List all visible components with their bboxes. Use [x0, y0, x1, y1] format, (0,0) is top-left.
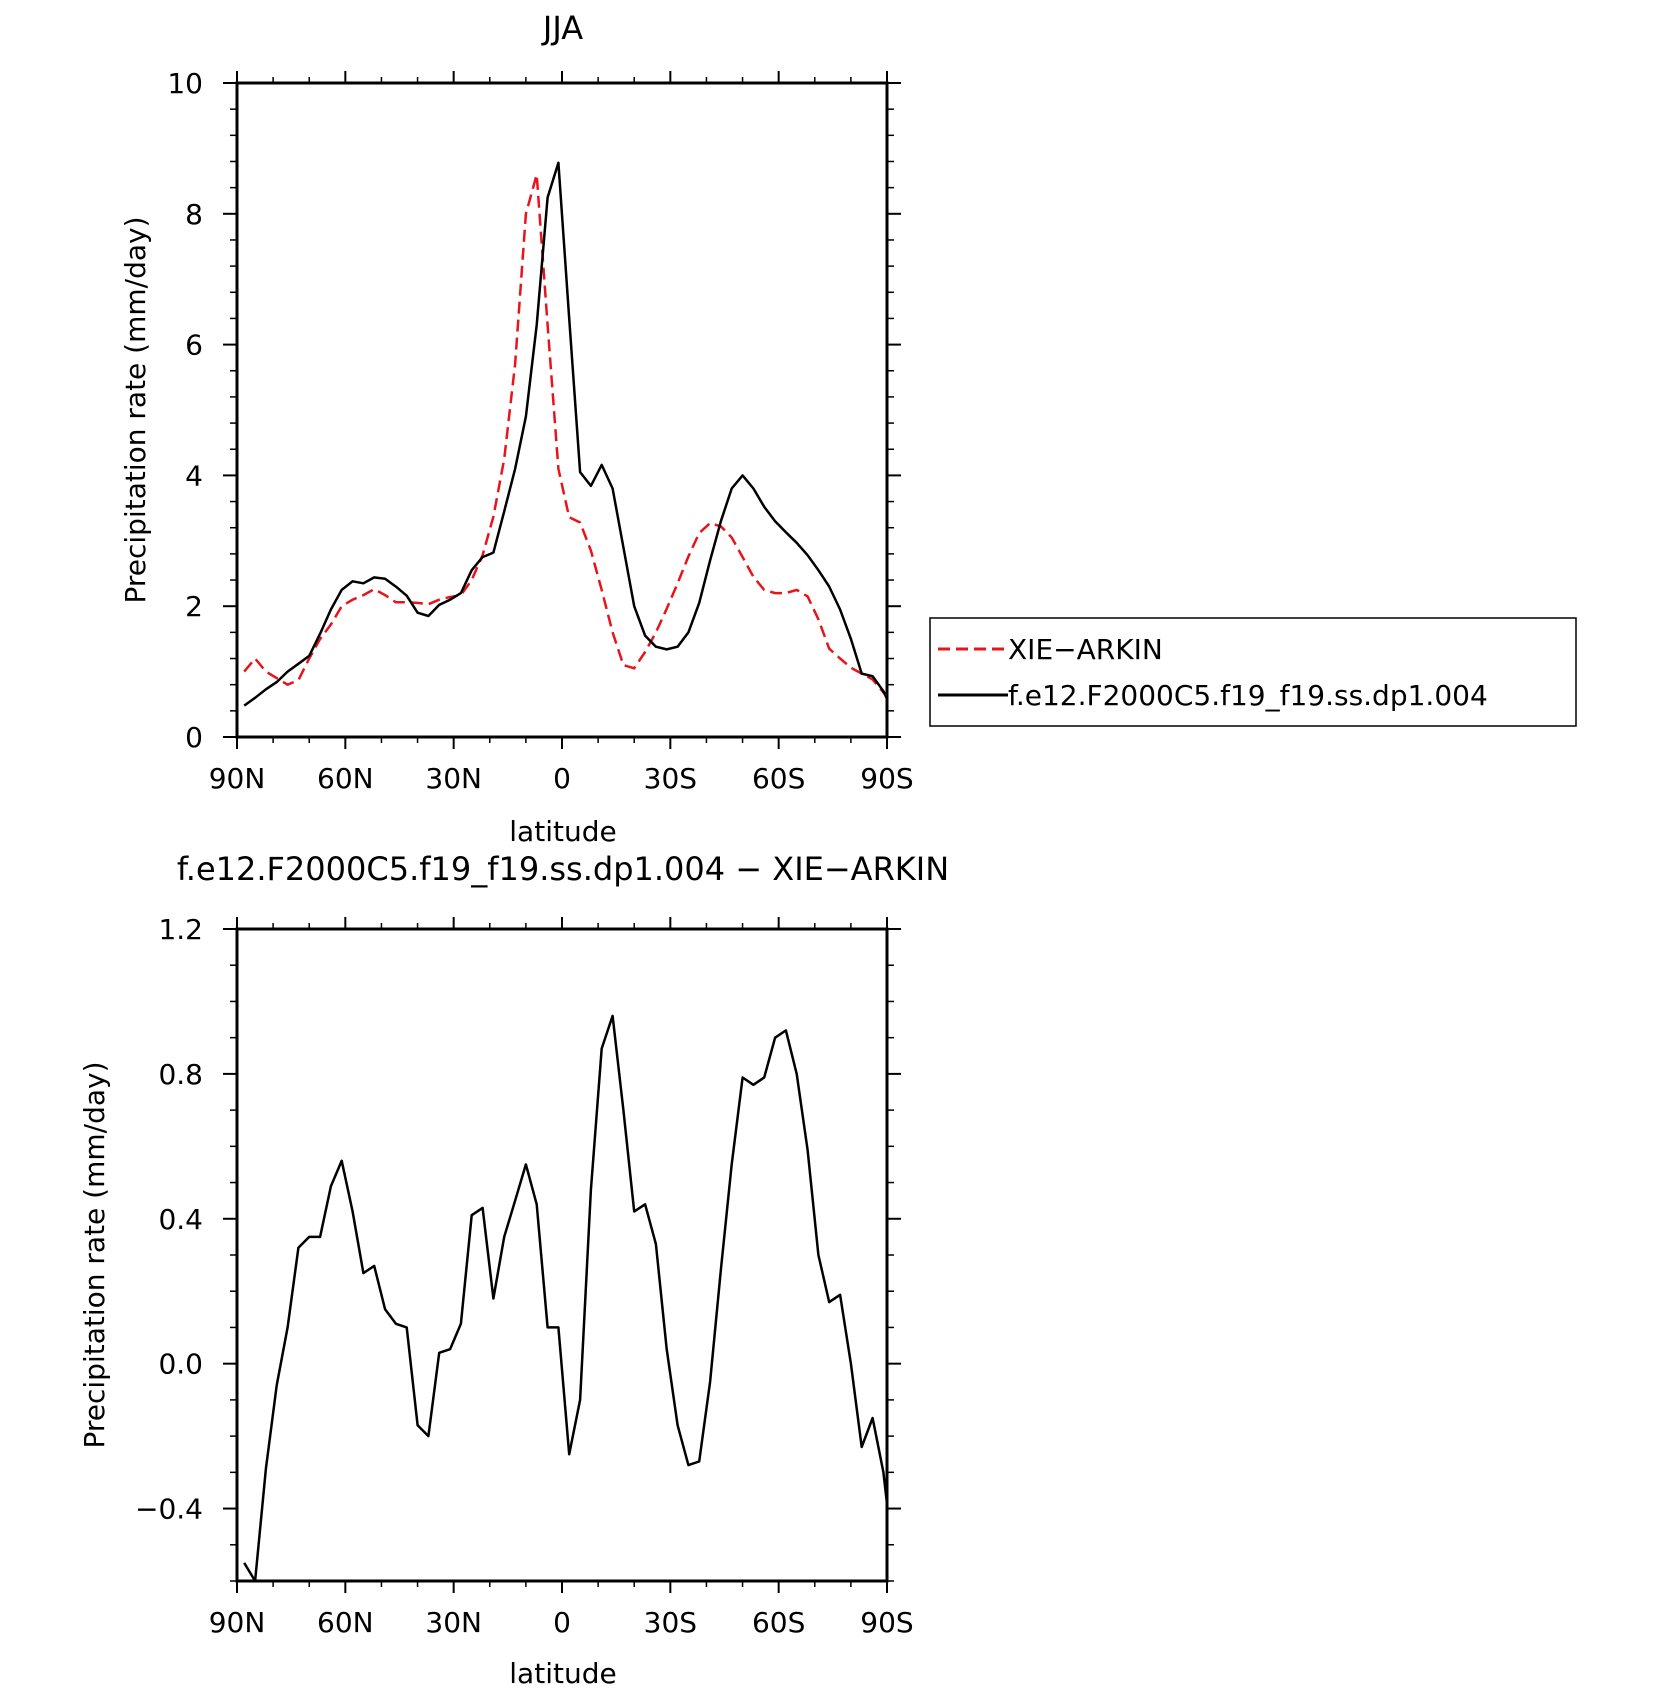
x-tick-label: 90N [209, 762, 266, 795]
x-tick-label: 90S [860, 1606, 913, 1639]
top-chart-title: JJA [541, 9, 583, 47]
bottom-chart-title: f.e12.F2000C5.f19_f19.ss.dp1.004 − XIE−A… [177, 850, 949, 888]
x-tick-label: 90S [860, 762, 913, 795]
top-axis-ticks [223, 71, 901, 749]
x-tick-label: 60N [317, 762, 374, 795]
x-tick-label: 60S [752, 1606, 805, 1639]
y-tick-label: −0.4 [135, 1493, 203, 1526]
series-line-model [243, 1014, 887, 1581]
series-line-xie-arkin [243, 173, 887, 699]
y-tick-label: 4 [185, 459, 203, 492]
bottom-panel: f.e12.F2000C5.f19_f19.ss.dp1.004 − XIE−A… [78, 850, 949, 1690]
y-tick-label: 6 [185, 329, 203, 362]
top-y-axis-label: Precipitation rate (mm/day) [119, 216, 152, 603]
bottom-series-lines [243, 1014, 887, 1581]
top-plot-frame [235, 81, 889, 739]
bottom-x-tick-labels: 90N 60N 30N 0 30S 60S 90S [209, 1606, 914, 1639]
x-tick-label: 0 [553, 1606, 571, 1639]
x-tick-label: 30S [644, 1606, 697, 1639]
legend-box [929, 617, 1577, 727]
x-tick-label: 30S [644, 762, 697, 795]
x-tick-label: 60S [752, 762, 805, 795]
top-x-tick-labels: 90N 60N 30N 0 30S 60S 90S [209, 762, 914, 795]
top-x-axis-label: latitude [509, 815, 616, 848]
y-tick-label: 0.0 [158, 1348, 203, 1381]
top-panel: JJA 90N 60N 30N 0 30S 60S 90S 0 2 4 6 8 10 latitude… [119, 9, 1577, 848]
bottom-y-tick-labels: −0.4 0.0 0.4 0.8 1.2 [135, 913, 203, 1526]
legend-label-model: f.e12.F2000C5.f19_f19.ss.dp1.004 [1008, 679, 1488, 712]
y-tick-label: 0.8 [158, 1058, 203, 1091]
y-tick-label: 2 [185, 590, 203, 623]
legend-label-xie-arkin: XIE−ARKIN [1008, 633, 1163, 666]
y-tick-label: 0 [185, 721, 203, 754]
x-tick-label: 0 [553, 762, 571, 795]
y-tick-label: 0.4 [158, 1203, 203, 1236]
x-tick-label: 30N [425, 762, 482, 795]
top-series-lines [243, 161, 887, 707]
bottom-y-axis-label: Precipitation rate (mm/day) [78, 1061, 111, 1448]
x-tick-label: 60N [317, 1606, 374, 1639]
y-tick-label: 10 [167, 67, 203, 100]
top-y-tick-labels: 0 2 4 6 8 10 [167, 67, 203, 754]
y-tick-label: 8 [185, 198, 203, 231]
bottom-x-axis-label: latitude [509, 1657, 616, 1690]
legend: XIE−ARKIN f.e12.F2000C5.f19_f19.ss.dp1.0… [929, 617, 1577, 727]
x-tick-label: 90N [209, 1606, 266, 1639]
bottom-axis-ticks [223, 917, 901, 1593]
y-tick-label: 1.2 [158, 913, 203, 946]
series-line-model [243, 161, 887, 707]
bottom-plot-frame [235, 927, 889, 1583]
x-tick-label: 30N [425, 1606, 482, 1639]
